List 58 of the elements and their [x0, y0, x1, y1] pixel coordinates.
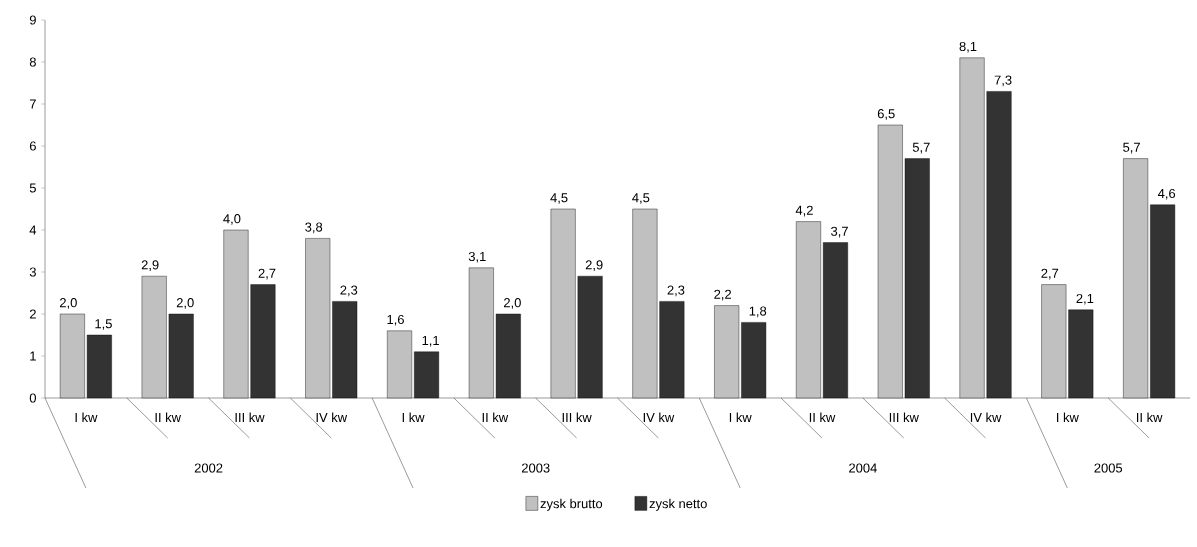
x-tick-label: IV kw: [316, 412, 348, 422]
x-tick-label: II kw: [809, 412, 836, 422]
legend-label: zysk brutto: [540, 498, 603, 511]
y-tick-label: 3: [29, 267, 36, 277]
data-label: 3,7: [831, 226, 848, 238]
y-tick-label: 6: [29, 141, 36, 151]
y-tick-label: 5: [29, 183, 36, 193]
text: 2005: [1094, 463, 1123, 473]
data-label: 2,9: [585, 260, 603, 271]
y-tick-label: 7: [29, 99, 36, 109]
data-label: 2,0: [60, 298, 77, 309]
data-label: 2,2: [714, 289, 731, 301]
text: 2004: [849, 463, 877, 473]
data-label: 7,3: [994, 75, 1012, 87]
data-label: 2,1: [1076, 293, 1094, 305]
x-tick-label: I kw: [1057, 412, 1079, 422]
text: 2003: [521, 463, 550, 473]
y-tick-label: 8: [29, 57, 36, 67]
data-label: 2,3: [667, 285, 685, 297]
x-tick-label: IV kw: [970, 412, 1002, 422]
y-tick-label: 4: [29, 225, 37, 235]
data-label: 4,2: [795, 205, 813, 217]
x-tick-label: I kw: [729, 412, 752, 422]
y-tick-label: 0: [29, 393, 36, 403]
x-tick-label: II kw: [1137, 412, 1163, 422]
data-label: 4,6: [1157, 188, 1176, 200]
x-tick-label: I kw: [75, 412, 98, 422]
data-label: 4,5: [632, 193, 650, 204]
x-tick-label: I kw: [402, 412, 425, 422]
data-label: 8,1: [959, 41, 977, 53]
x-tick-label: III kw: [562, 412, 592, 422]
data-label: 2,3: [340, 285, 358, 297]
text: 2002: [194, 463, 223, 473]
x-tick-label: III kw: [889, 412, 919, 422]
data-label: 2,9: [141, 260, 159, 271]
data-label: 3,8: [305, 222, 323, 234]
y-tick-label: 9: [29, 15, 36, 25]
x-tick-label: III kw: [235, 412, 265, 422]
y-tick-label: 1: [30, 351, 36, 361]
y-tick-label: 2: [29, 309, 36, 319]
data-label: 1,5: [95, 319, 112, 330]
x-tick-label: IV kw: [643, 412, 675, 422]
data-label: 4,0: [223, 214, 241, 225]
data-label: 5,7: [912, 142, 930, 154]
data-label: 1,8: [749, 306, 767, 318]
data-label: 2,7: [258, 268, 276, 280]
data-label: 2,7: [1041, 268, 1059, 280]
data-label: 5,7: [1123, 142, 1140, 154]
data-label: 1,6: [387, 314, 404, 326]
data-label: 2,0: [504, 298, 521, 309]
data-label: 6,5: [877, 109, 895, 120]
data-label: 4,5: [550, 193, 568, 204]
legend-label: zysk netto: [649, 498, 707, 511]
data-label: 1,1: [422, 336, 439, 347]
data-label: 3,1: [468, 251, 486, 263]
x-tick-label: II kw: [155, 412, 182, 422]
x-tick-label: II kw: [482, 412, 509, 422]
data-label: 2,0: [176, 298, 194, 309]
